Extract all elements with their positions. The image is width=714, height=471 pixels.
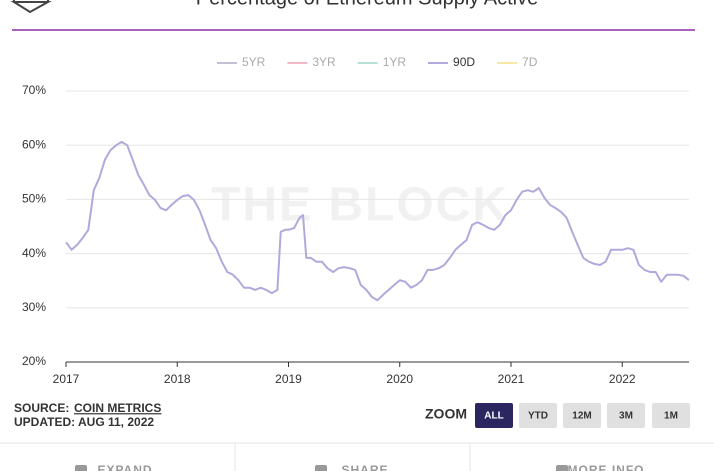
source-label: SOURCE: [14, 401, 69, 415]
zoom-button-bg [652, 403, 690, 428]
footer-action[interactable]: MORE INFO [556, 463, 645, 471]
legend-item[interactable]: 1YR [357, 55, 407, 69]
legend-label: 1YR [383, 55, 407, 69]
zoom-button-label: ALL [484, 411, 503, 422]
x-tick-label: 2018 [164, 372, 191, 386]
watermark: THE BLOCK [211, 179, 509, 232]
source-link[interactable]: COIN METRICS [74, 401, 161, 415]
x-tick-label: 2021 [498, 372, 525, 386]
legend-label: 5YR [242, 55, 266, 69]
footer-action[interactable]: SHARE [315, 463, 389, 471]
y-tick-label: 30% [22, 300, 46, 314]
zoom-label: ZOOM [425, 406, 467, 422]
legend-item[interactable]: 3YR [287, 55, 336, 69]
zoom-button[interactable]: 12M [563, 403, 601, 428]
logo [10, 0, 52, 14]
legend-label: 7D [522, 55, 538, 69]
zoom-button-bg [607, 403, 645, 428]
footer-icon [315, 465, 327, 471]
zoom-button[interactable]: 1M [652, 403, 690, 428]
zoom-button-label: 12M [572, 411, 591, 422]
zoom-button-label: 3M [619, 411, 633, 422]
zoom-button[interactable]: 3M [607, 403, 645, 428]
zoom-button-label: YTD [528, 411, 548, 422]
zoom-button-bg [475, 403, 513, 428]
legend-label: 3YR [312, 55, 336, 69]
chart-title: Percentage of Ethereum Supply Active [196, 0, 538, 9]
zoom-button[interactable]: ALL [475, 403, 513, 428]
x-tick-label: 2019 [275, 372, 302, 386]
footer-icon [75, 465, 87, 471]
updated: UPDATED: AUG 11, 2022 [14, 415, 154, 429]
y-tick-label: 70% [22, 83, 46, 97]
footer-label: EXPAND [97, 463, 152, 471]
legend-item[interactable]: 90D [428, 55, 475, 69]
x-tick-label: 2017 [53, 372, 80, 386]
zoom-button-bg [519, 403, 557, 428]
data-line [65, 140, 690, 302]
footer-icon [556, 465, 568, 471]
footer-label: MORE INFO [568, 463, 645, 471]
zoom-button[interactable]: YTD [519, 403, 557, 428]
x-tick-label: 2022 [609, 372, 636, 386]
footer-action[interactable]: EXPAND [75, 463, 153, 471]
zoom-button-label: 1M [664, 411, 678, 422]
y-tick-label: 50% [22, 192, 46, 206]
y-tick-label: 20% [22, 354, 46, 368]
legend-item[interactable]: 5YR [217, 55, 266, 69]
legend-item[interactable]: 7D [497, 55, 538, 69]
x-tick-label: 2020 [386, 372, 413, 386]
zoom-button-bg [563, 403, 601, 428]
footer-label: SHARE [341, 463, 388, 471]
y-tick-label: 40% [22, 246, 46, 260]
y-tick-label: 60% [22, 137, 46, 151]
legend-label: 90D [453, 55, 475, 69]
